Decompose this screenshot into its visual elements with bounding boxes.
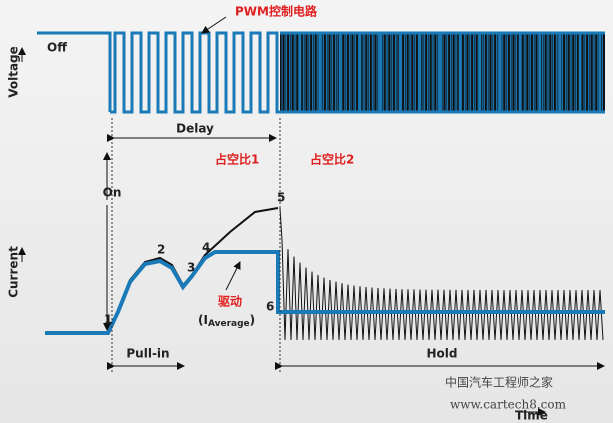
point-label: 1 [104, 313, 112, 327]
off-label: Off [47, 41, 67, 55]
voltage-off [37, 31, 112, 112]
duty2-label: 占空比2 [310, 152, 354, 167]
hold-label: Hold [427, 347, 458, 361]
delay-label: Delay [176, 122, 214, 136]
pwm-duty1 [110, 31, 280, 114]
voltage-label: Voltage [7, 46, 21, 98]
current-average [45, 250, 605, 335]
watermark-name: 中国汽车工程师之家 [445, 375, 553, 390]
pwm-arrow [201, 16, 227, 34]
drive-label: 驱动 [218, 295, 242, 309]
hold-current-ripple [279, 207, 604, 341]
pwm-envelope [280, 31, 605, 114]
point-label: 5 [277, 191, 285, 205]
point-label: 2 [157, 243, 165, 257]
on-label: On [103, 186, 122, 200]
average-sub: Average [208, 319, 250, 329]
point-label: 6 [266, 300, 274, 314]
pull-in-label: Pull-in [126, 347, 169, 361]
point-label: 4 [202, 241, 210, 255]
waveforms [110, 31, 605, 341]
watermark-url: www.cartech8.com [450, 398, 567, 412]
average-prefix: (I [198, 313, 208, 327]
time-label: Time [515, 409, 548, 423]
average-suffix: ) [250, 313, 255, 327]
current-label: Current [7, 246, 21, 298]
average-label: (IAverage) [198, 313, 255, 329]
point-label: 3 [187, 261, 195, 275]
pwm-label: PWM控制电路 [235, 4, 318, 19]
duty1-label: 占空比1 [215, 152, 259, 167]
drive-arrow [225, 261, 241, 291]
